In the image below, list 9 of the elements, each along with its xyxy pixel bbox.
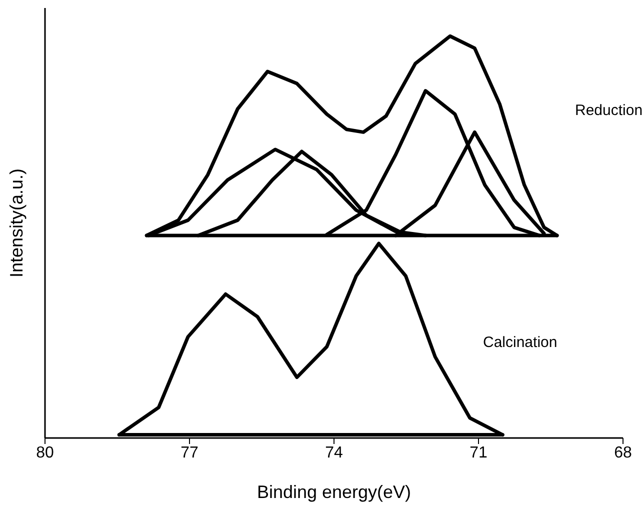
x-tick-label: 74 [325, 444, 343, 462]
x-tick-label: 77 [180, 444, 198, 462]
y-axis-title: Intensity(a.u.) [6, 168, 26, 278]
x-axis-title: Binding energy(eV) [256, 482, 412, 502]
x-tick-label: 80 [36, 444, 54, 462]
x-tick-label: 71 [470, 444, 488, 462]
annotation: Calcination [483, 334, 558, 351]
annotation: Reduction [575, 102, 643, 119]
x-tick-label: 68 [614, 444, 632, 462]
